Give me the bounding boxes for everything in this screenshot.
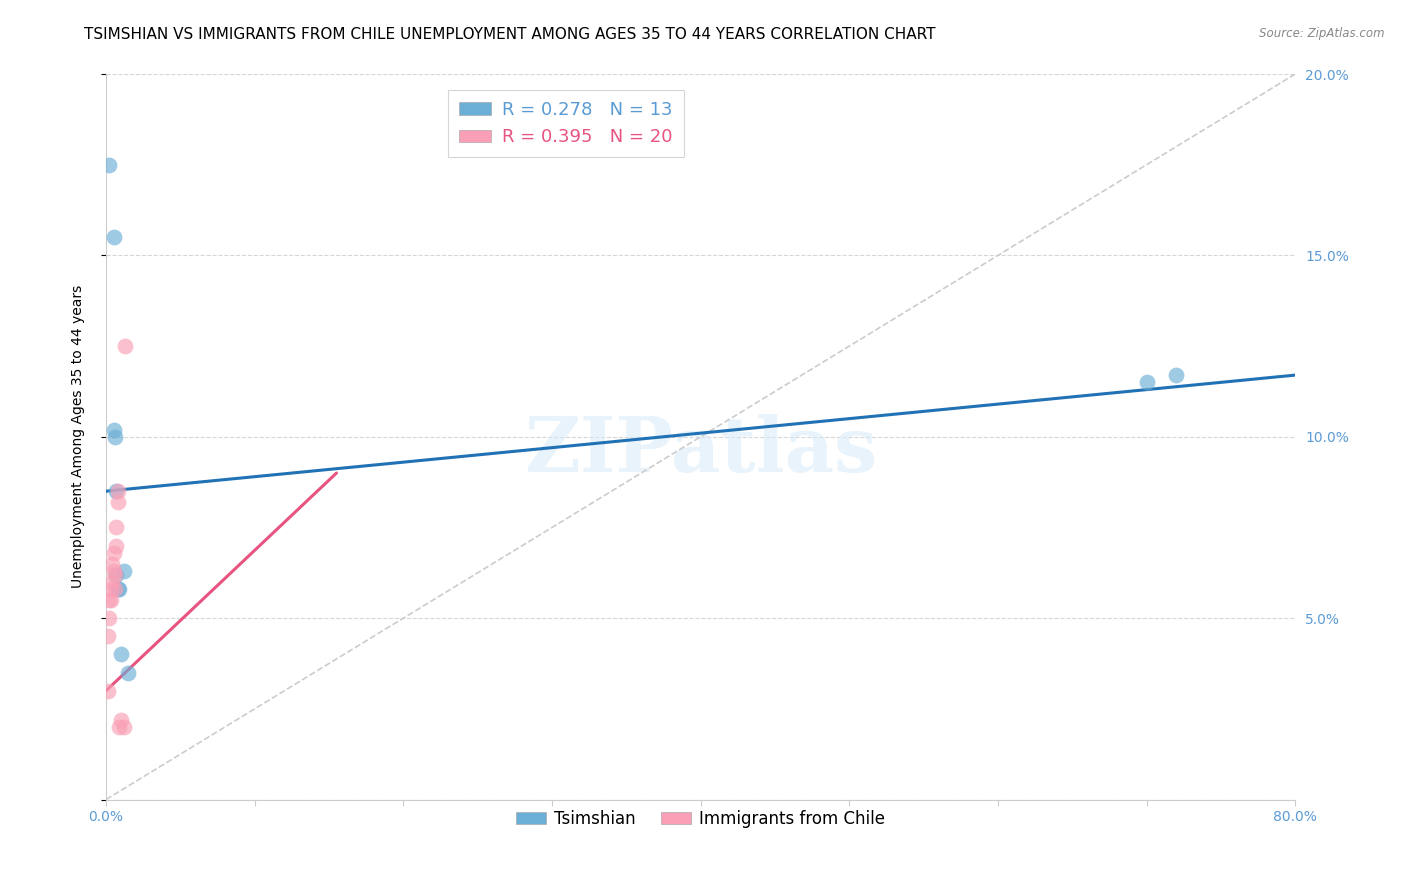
Point <box>101 557 124 571</box>
Point <box>112 564 135 578</box>
Point <box>104 567 127 582</box>
Point <box>100 582 122 596</box>
Point <box>107 582 129 596</box>
Point <box>112 720 135 734</box>
Point <box>103 423 125 437</box>
Point <box>101 574 124 589</box>
Point <box>108 720 131 734</box>
Legend: Tsimshian, Immigrants from Chile: Tsimshian, Immigrants from Chile <box>509 804 891 835</box>
Point <box>1166 368 1188 383</box>
Point <box>105 539 128 553</box>
Point <box>105 520 128 534</box>
Point <box>98 158 121 172</box>
Point <box>98 611 121 625</box>
Point <box>103 230 125 244</box>
Point <box>103 564 125 578</box>
Point <box>104 430 127 444</box>
Point <box>98 593 121 607</box>
Y-axis label: Unemployment Among Ages 35 to 44 years: Unemployment Among Ages 35 to 44 years <box>72 285 86 589</box>
Point <box>97 683 120 698</box>
Text: Source: ZipAtlas.com: Source: ZipAtlas.com <box>1260 27 1385 40</box>
Point <box>104 582 127 596</box>
Point <box>105 567 128 582</box>
Point <box>107 484 129 499</box>
Point <box>100 593 122 607</box>
Point <box>107 495 129 509</box>
Point <box>1135 376 1157 390</box>
Point <box>105 484 128 499</box>
Point <box>103 546 125 560</box>
Text: ZIPatlas: ZIPatlas <box>524 414 877 488</box>
Point <box>114 339 136 353</box>
Point <box>110 713 132 727</box>
Point <box>108 582 131 596</box>
Point <box>110 648 132 662</box>
Point <box>117 665 139 680</box>
Point <box>97 629 120 643</box>
Text: TSIMSHIAN VS IMMIGRANTS FROM CHILE UNEMPLOYMENT AMONG AGES 35 TO 44 YEARS CORREL: TSIMSHIAN VS IMMIGRANTS FROM CHILE UNEMP… <box>84 27 936 42</box>
